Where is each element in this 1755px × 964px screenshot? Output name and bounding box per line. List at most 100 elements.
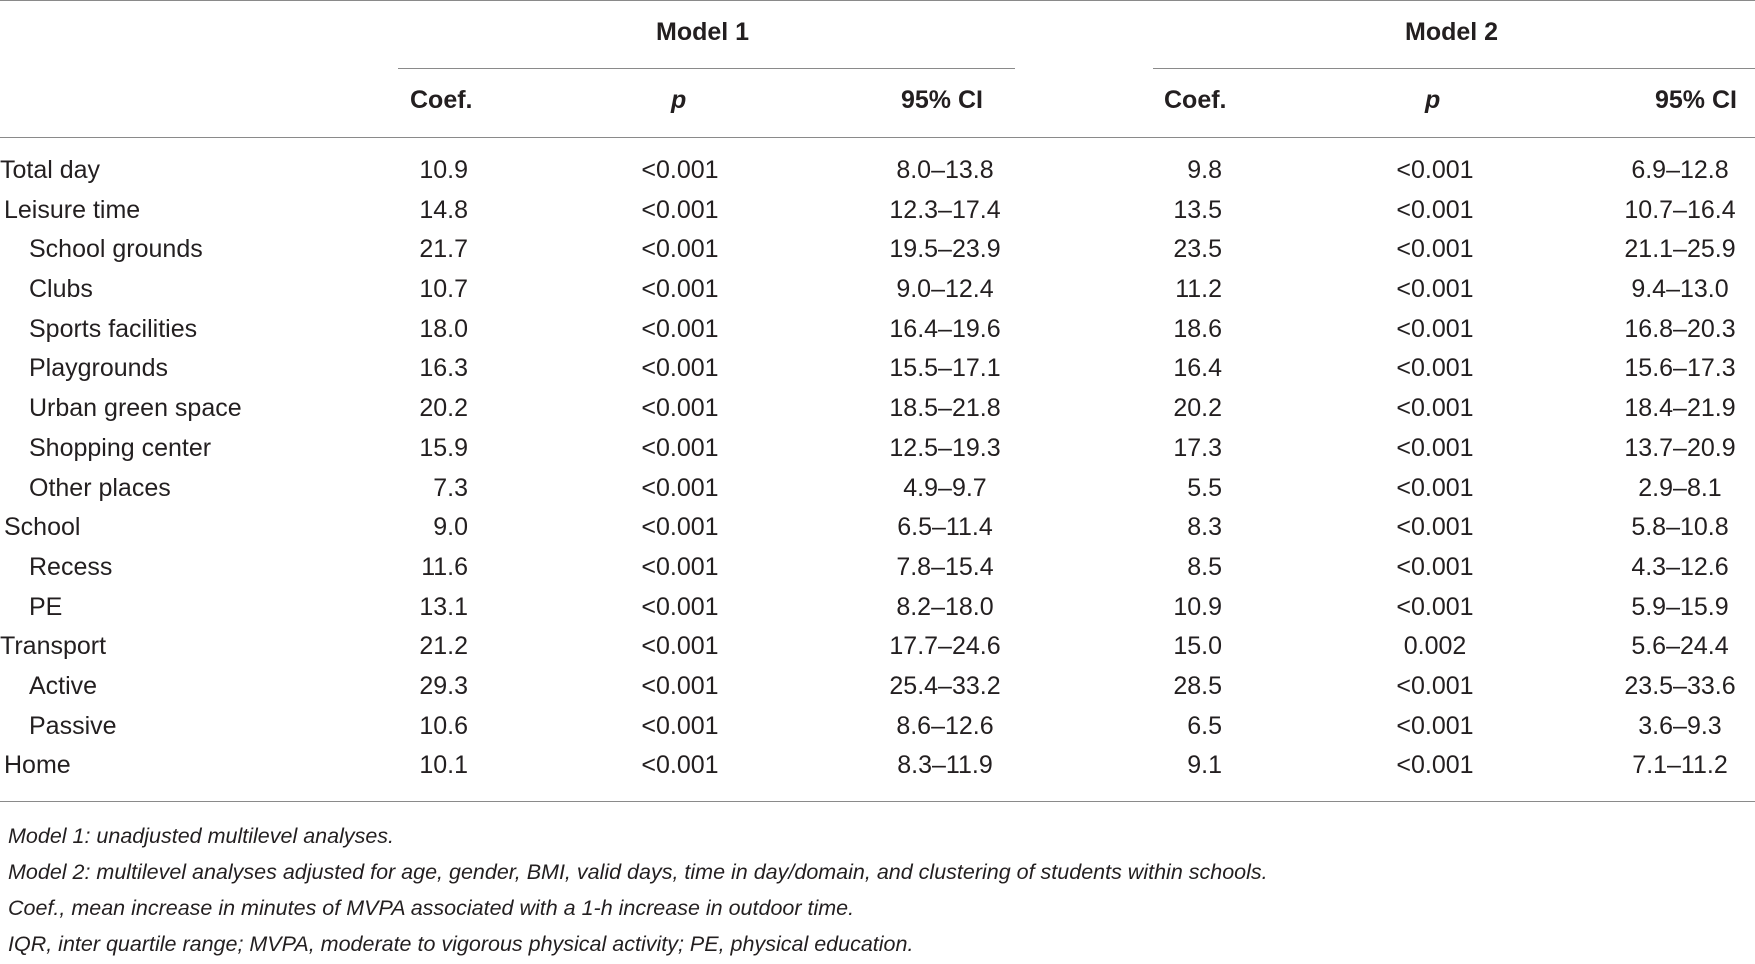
table-row: Active 29.3 <0.001 25.4–33.2 28.5 <0.001…	[0, 666, 1755, 706]
model-1-p: <0.001	[641, 394, 719, 423]
model-2-p: 0.002	[1403, 632, 1467, 661]
table-row: Transport 21.2 <0.001 17.7–24.6 15.0 0.0…	[0, 626, 1755, 666]
model-1-ci: 17.7–24.6	[889, 632, 1001, 661]
model-2-header: Model 2	[1405, 18, 1499, 46]
model-2-p: <0.001	[1396, 552, 1474, 581]
col-header-p-2: p	[1425, 86, 1441, 114]
model-1-coef: 29.3	[419, 671, 468, 700]
model-2-ci: 13.7–20.9	[1624, 433, 1736, 462]
model-2-coef: 16.4	[1173, 354, 1222, 383]
model-2-coef: 28.5	[1173, 671, 1222, 700]
model-1-coef: 10.1	[419, 751, 468, 780]
model-1-coef: 20.2	[419, 394, 468, 423]
row-label: Leisure time	[4, 195, 141, 224]
model-1-coef: 9.0	[433, 513, 468, 542]
row-label: Other places	[29, 473, 171, 502]
col-header-ci-1: 95% CI	[901, 86, 983, 114]
model-2-ci: 21.1–25.9	[1624, 235, 1736, 264]
model-2-ci: 2.9–8.1	[1638, 473, 1722, 502]
model-1-coef: 21.7	[419, 235, 468, 264]
model-2-p: <0.001	[1396, 156, 1474, 184]
model-2-p: <0.001	[1396, 473, 1474, 502]
model-1-ci: 16.4–19.6	[889, 314, 1001, 343]
model-1-coef: 7.3	[433, 473, 468, 502]
model-2-ci: 18.4–21.9	[1624, 394, 1736, 423]
model-1-p: <0.001	[641, 592, 719, 621]
col-header-coef-1: Coef.	[410, 86, 473, 114]
model-1-ci: 4.9–9.7	[903, 473, 987, 502]
table-top-rule	[0, 0, 1755, 1]
row-label: Clubs	[29, 275, 93, 304]
model-1-ci: 8.2–18.0	[896, 592, 994, 621]
model-2-coef: 13.5	[1173, 195, 1222, 224]
model-2-ci: 5.9–15.9	[1631, 592, 1729, 621]
model-1-p: <0.001	[641, 275, 719, 304]
model-2-ci: 5.6–24.4	[1631, 632, 1729, 661]
model-2-p: <0.001	[1396, 275, 1474, 304]
model-2-coef: 9.8	[1187, 156, 1222, 184]
model-1-p: <0.001	[641, 632, 719, 661]
model-1-ci: 8.3–11.9	[897, 751, 993, 780]
model-1-ci: 19.5–23.9	[889, 235, 1001, 264]
model-2-p: <0.001	[1396, 314, 1474, 343]
table-row: Total day 10.9 <0.001 8.0–13.8 9.8 <0.00…	[0, 150, 1755, 190]
footnote: Model 1: unadjusted multilevel analyses.	[8, 824, 395, 848]
table-footnotes: Model 1: unadjusted multilevel analyses.…	[8, 818, 1748, 962]
header-rule	[0, 137, 1755, 138]
model-1-p: <0.001	[641, 314, 719, 343]
model-2-coef: 18.6	[1173, 314, 1222, 343]
model-2-p: <0.001	[1396, 751, 1474, 780]
table-row: Other places 7.3 <0.001 4.9–9.7 5.5 <0.0…	[0, 468, 1755, 508]
row-label: Sports facilities	[29, 314, 198, 343]
model-2-ci: 15.6–17.3	[1624, 354, 1736, 383]
table-row: Shopping center 15.9 <0.001 12.5–19.3 17…	[0, 428, 1755, 468]
model-2-ci: 23.5–33.6	[1624, 671, 1736, 700]
table-row: Clubs 10.7 <0.001 9.0–12.4 11.2 <0.001 9…	[0, 269, 1755, 309]
model-2-ci: 6.9–12.8	[1631, 156, 1729, 184]
row-label: School	[4, 513, 81, 542]
model-1-ci: 8.0–13.8	[896, 156, 994, 184]
model-1-coef: 13.1	[419, 592, 468, 621]
model-1-ci: 12.5–19.3	[889, 433, 1001, 462]
footnote: Model 2: multilevel analyses adjusted fo…	[8, 860, 1268, 884]
model-2-coef: 11.2	[1175, 275, 1222, 304]
model-2-ci: 7.1–11.2	[1632, 751, 1728, 780]
table-row: Urban green space 20.2 <0.001 18.5–21.8 …	[0, 388, 1755, 428]
model-2-ci: 10.7–16.4	[1624, 195, 1736, 224]
footnote: IQR, inter quartile range; MVPA, moderat…	[8, 932, 914, 956]
model-2-coef: 8.5	[1187, 552, 1222, 581]
row-label: Transport	[0, 632, 107, 661]
model-1-ci: 25.4–33.2	[889, 671, 1001, 700]
table-row: School 9.0 <0.001 6.5–11.4 8.3 <0.001 5.…	[0, 507, 1755, 547]
model-1-ci: 6.5–11.4	[897, 513, 993, 542]
table-row: Leisure time 14.8 <0.001 12.3–17.4 13.5 …	[0, 190, 1755, 230]
model-1-coef: 18.0	[419, 314, 468, 343]
row-label: Recess	[29, 552, 113, 581]
table-row: Home 10.1 <0.001 8.3–11.9 9.1 <0.001 7.1…	[0, 745, 1755, 785]
model-2-ci: 3.6–9.3	[1638, 711, 1722, 740]
table-row: Sports facilities 18.0 <0.001 16.4–19.6 …	[0, 309, 1755, 349]
model-1-ci: 8.6–12.6	[896, 711, 994, 740]
col-header-p-1: p	[671, 86, 687, 114]
model-1-p: <0.001	[641, 473, 719, 502]
model-2-coef: 15.0	[1173, 632, 1222, 661]
row-label: School grounds	[29, 235, 203, 264]
row-label: Shopping center	[29, 433, 212, 462]
model-1-p: <0.001	[641, 235, 719, 264]
model-1-p: <0.001	[641, 711, 719, 740]
model-2-coef: 20.2	[1173, 394, 1222, 423]
model-2-p: <0.001	[1396, 711, 1474, 740]
model-2-p: <0.001	[1396, 195, 1474, 224]
table-row: Recess 11.6 <0.001 7.8–15.4 8.5 <0.001 4…	[0, 547, 1755, 587]
model-1-ci: 15.5–17.1	[889, 354, 1001, 383]
model-2-coef: 9.1	[1187, 751, 1222, 780]
model-2-p: <0.001	[1396, 433, 1474, 462]
row-label: Urban green space	[29, 394, 242, 423]
col-header-ci-2: 95% CI	[1655, 86, 1737, 114]
table-row: School grounds 21.7 <0.001 19.5–23.9 23.…	[0, 229, 1755, 269]
model-1-coef: 10.6	[419, 711, 468, 740]
model-2-p: <0.001	[1396, 513, 1474, 542]
model-1-coef: 11.6	[421, 552, 468, 581]
model-2-p: <0.001	[1396, 394, 1474, 423]
